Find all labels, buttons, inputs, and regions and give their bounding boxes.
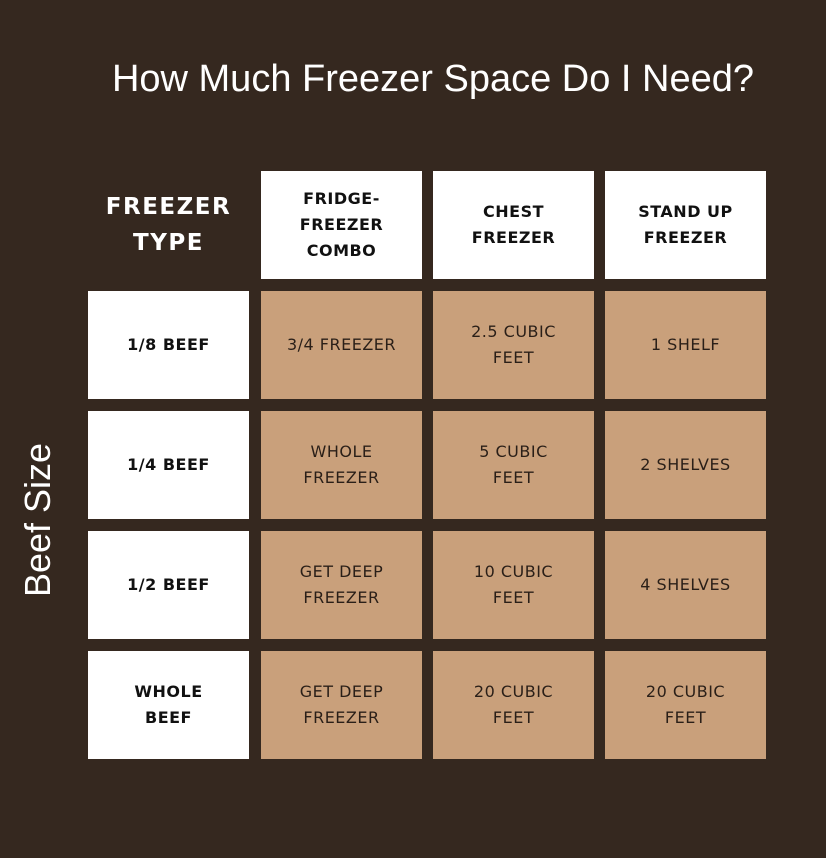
column-header: FRIDGE- FREEZER COMBO	[261, 171, 422, 279]
page-title: How Much Freezer Space Do I Need?	[111, 58, 755, 100]
table-cell: 20 CUBIC FEET	[605, 651, 766, 759]
row-header: 1/8 BEEF	[88, 291, 249, 399]
table-cell: 4 SHELVES	[605, 531, 766, 639]
table-cell: WHOLE FREEZER	[261, 411, 422, 519]
table-cell: 1 SHELF	[605, 291, 766, 399]
corner-header: FREEZER TYPE	[105, 194, 232, 256]
column-header: STAND UP FREEZER	[605, 171, 766, 279]
table-cell: GET DEEP FREEZER	[261, 531, 422, 639]
row-axis-label: Beef Size	[17, 442, 58, 598]
table-cell: 2.5 CUBIC FEET	[433, 291, 594, 399]
table-cell: 20 CUBIC FEET	[433, 651, 594, 759]
column-header: CHEST FREEZER	[433, 171, 594, 279]
table-cell: 10 CUBIC FEET	[433, 531, 594, 639]
row-header: WHOLE BEEF	[88, 651, 249, 759]
row-header: 1/2 BEEF	[88, 531, 249, 639]
table-cell: 2 SHELVES	[605, 411, 766, 519]
table-cell: GET DEEP FREEZER	[261, 651, 422, 759]
table-cell: 5 CUBIC FEET	[433, 411, 594, 519]
table-cell: 3/4 FREEZER	[261, 291, 422, 399]
row-header: 1/4 BEEF	[88, 411, 249, 519]
